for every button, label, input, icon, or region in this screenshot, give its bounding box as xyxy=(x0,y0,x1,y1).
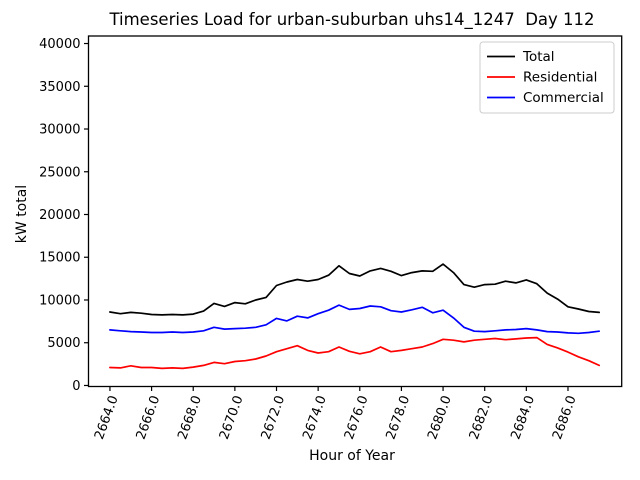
y-tick-label: 35000 xyxy=(39,80,80,95)
x-tick-label: 2672.0 xyxy=(259,394,289,442)
y-tick-label: 15000 xyxy=(39,251,80,266)
x-tick-label: 2686.0 xyxy=(550,394,580,442)
y-tick-label: 20000 xyxy=(39,208,80,223)
x-tick-label: 2666.0 xyxy=(134,394,164,442)
axes-frame xyxy=(87,35,623,388)
y-tick-label: 30000 xyxy=(39,123,80,138)
y-tick-label: 5000 xyxy=(47,336,80,351)
y-tick-label: 25000 xyxy=(39,165,80,180)
series-line-total xyxy=(109,263,601,316)
x-tick-label: 2670.0 xyxy=(217,394,247,442)
legend-label-total: Total xyxy=(522,49,555,65)
x-tick-label: 2680.0 xyxy=(425,394,455,442)
x-tick-label: 2674.0 xyxy=(300,394,330,442)
legend-label-residential: Residential xyxy=(523,70,597,86)
x-tick-label: 2678.0 xyxy=(384,394,414,442)
y-axis-label: kW total xyxy=(14,184,30,244)
x-tick-label: 2682.0 xyxy=(467,394,497,442)
legend-box xyxy=(479,41,615,114)
series-line-commercial xyxy=(109,304,601,335)
x-tick-label: 2684.0 xyxy=(508,394,538,442)
x-tick-label: 2668.0 xyxy=(175,394,205,442)
x-axis-label: Hour of Year xyxy=(309,448,395,464)
y-tick-label: 10000 xyxy=(39,293,80,308)
x-tick-label: 2664.0 xyxy=(92,394,122,442)
series-line-residential xyxy=(109,336,601,370)
y-tick-label: 0 xyxy=(72,379,80,394)
legend-label-commercial: Commercial xyxy=(523,90,604,106)
y-tick-label: 40000 xyxy=(39,37,80,52)
x-tick-label: 2676.0 xyxy=(342,394,372,442)
chart-title: Timeseries Load for urban-suburban uhs14… xyxy=(109,10,595,29)
